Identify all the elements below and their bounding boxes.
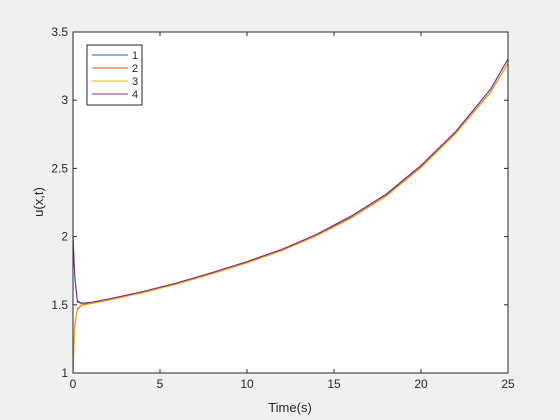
legend-label-4: 4 [132,89,138,101]
axes-layer [72,31,509,374]
series-line-4 [72,58,509,304]
series-line-3 [72,63,509,374]
series-layer [72,58,509,374]
legend-label-1: 1 [132,50,138,62]
ticks-layer: 0 5 10 15 20 25 1 1.5 2 2.5 3 3.5 [51,25,515,391]
y-tick-label: 3 [61,93,68,107]
legend-label-3: 3 [132,76,138,88]
x-tick-label: 25 [501,377,515,391]
x-tick-label: 15 [327,377,341,391]
y-tick-label: 1 [61,366,68,380]
y-tick-label: 1.5 [51,298,68,312]
x-tick-label: 5 [157,377,164,391]
y-tick-label: 2.5 [51,161,68,175]
y-tick-label: 2 [61,230,68,244]
legend-label-2: 2 [132,63,138,75]
x-tick-label: 10 [240,377,254,391]
y-axis-label: u(x,t) [31,187,46,217]
y-tick-label: 3.5 [51,25,68,39]
axes-box [72,31,509,374]
x-tick-label: 0 [70,377,77,391]
plot-area [73,32,508,373]
x-axis-label: Time(s) [268,400,312,415]
x-tick-label: 20 [414,377,428,391]
